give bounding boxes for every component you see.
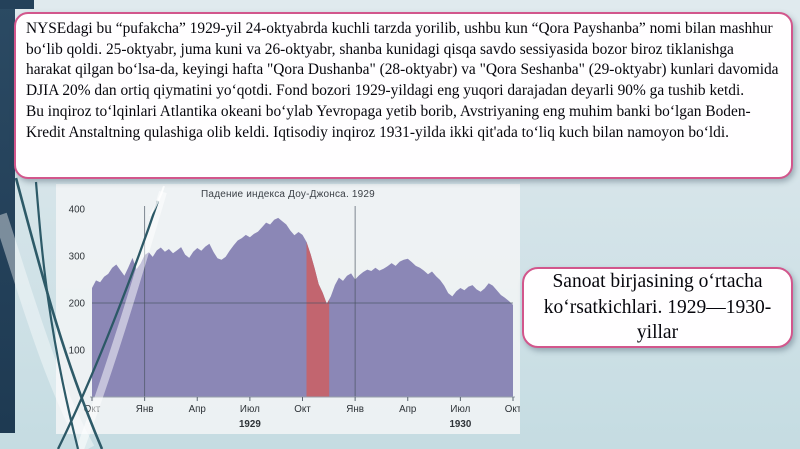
chart-axis-label: Окт xyxy=(84,404,101,415)
intro-paragraph-1: NYSEdagi bu “pufakcha” 1929-yil 24-oktya… xyxy=(26,20,779,100)
chart-axis-label: Янв xyxy=(346,404,364,415)
dow-jones-chart: 100 200 300 400 Окт Янв Апр Июл Окт Янв Апр Июл Окт 1… xyxy=(56,184,520,434)
chart-axis-label: 200 xyxy=(69,299,86,310)
chart-year-label: 1930 xyxy=(449,419,471,430)
chart-title: Падение индекса Доу-Джонса. 1929 xyxy=(201,189,375,200)
intro-textbox: NYSEdagi bu “pufakcha” 1929-yil 24-oktya… xyxy=(14,12,793,179)
chart-axis-label: Окт xyxy=(505,404,520,415)
chart-axis-label: Апр xyxy=(399,404,417,415)
caption-textbox: Sanoat birjasining oʻrtacha koʻrsatkichl… xyxy=(522,267,793,348)
chart-axis-label: 400 xyxy=(69,205,86,216)
left-accent-bar-corner xyxy=(0,0,34,9)
chart-axis-label: Июл xyxy=(450,404,470,415)
chart-year-label: 1929 xyxy=(239,419,261,430)
caption-text: Sanoat birjasining oʻrtacha koʻrsatkichl… xyxy=(543,270,772,344)
chart-axis-label: Июл xyxy=(240,404,260,415)
chart-axis-label: 100 xyxy=(69,346,86,357)
left-accent-bar xyxy=(0,0,15,433)
intro-paragraph-2: Bu inqiroz toʻlqinlari Atlantika okeani … xyxy=(26,102,751,141)
chart-axis-label: Апр xyxy=(189,404,207,415)
chart-svg: 100 200 300 400 Окт Янв Апр Июл Окт Янв Апр Июл Окт 1… xyxy=(69,205,520,431)
chart-axis-label: 300 xyxy=(69,252,86,263)
chart-axis-label: Янв xyxy=(136,404,154,415)
chart-axis-label: Окт xyxy=(294,404,311,415)
